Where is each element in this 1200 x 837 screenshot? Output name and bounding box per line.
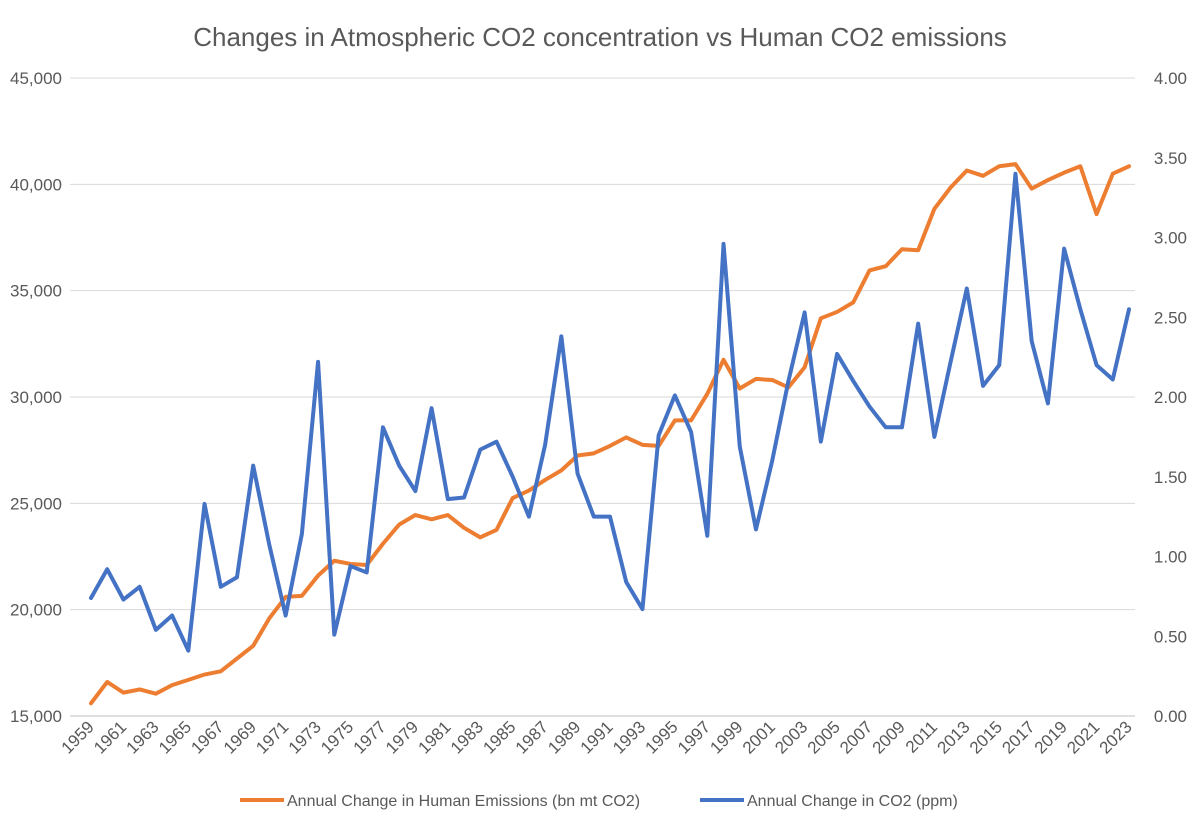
- x-tick-label: 2001: [739, 717, 779, 757]
- chart-title: Changes in Atmospheric CO2 concentration…: [193, 22, 1007, 52]
- right-tick-label: 2.50: [1154, 308, 1187, 327]
- legend-label-emissions: Annual Change in Human Emissions (bn mt …: [287, 793, 640, 810]
- right-tick-label: 3.50: [1154, 149, 1187, 168]
- left-tick-label: 25,000: [10, 494, 62, 513]
- x-tick-label: 1983: [447, 717, 487, 757]
- right-tick-label: 0.00: [1154, 707, 1187, 726]
- x-tick-label: 2005: [804, 717, 844, 757]
- right-tick-label: 2.00: [1154, 388, 1187, 407]
- x-tick-label: 1975: [317, 717, 357, 757]
- x-axis-ticks: 1959196119631965196719691971197319751977…: [58, 717, 1136, 757]
- x-tick-label: 1981: [414, 717, 454, 757]
- left-tick-label: 40,000: [10, 175, 62, 194]
- x-tick-label: 1987: [512, 717, 552, 757]
- series-line-co2: [89, 171, 1131, 653]
- legend: Annual Change in Human Emissions (bn mt …: [240, 793, 958, 810]
- x-tick-label: 1965: [155, 717, 195, 757]
- left-tick-label: 35,000: [10, 282, 62, 301]
- x-tick-label: 1997: [674, 717, 714, 757]
- right-tick-label: 4.00: [1154, 69, 1187, 88]
- x-tick-label: 1999: [706, 717, 746, 757]
- x-tick-label: 1985: [479, 717, 519, 757]
- x-tick-label: 1979: [382, 717, 422, 757]
- x-tick-label: 2013: [933, 717, 973, 757]
- x-tick-label: 1963: [123, 717, 163, 757]
- series-lines: [89, 162, 1131, 706]
- left-tick-label: 30,000: [10, 388, 62, 407]
- x-tick-label: 1991: [577, 717, 617, 757]
- x-tick-label: 2011: [902, 717, 941, 756]
- x-tick-label: 2003: [771, 717, 811, 757]
- left-tick-label: 15,000: [10, 707, 62, 726]
- left-tick-label: 20,000: [10, 601, 62, 620]
- right-tick-label: 3.00: [1154, 229, 1187, 248]
- right-axis-ticks: 0.00 0.50 1.00 1.50 2.00 2.50 3.00 3.50 4.00: [1154, 69, 1187, 726]
- x-tick-label: 1969: [220, 717, 260, 757]
- x-tick-label: 2015: [966, 717, 1006, 757]
- x-tick-label: 2023: [1096, 717, 1136, 757]
- x-tick-label: 1967: [187, 717, 227, 757]
- right-tick-label: 0.50: [1154, 627, 1187, 646]
- x-tick-label: 1995: [642, 717, 682, 757]
- left-tick-label: 45,000: [10, 69, 62, 88]
- x-tick-label: 2007: [836, 717, 876, 757]
- x-tick-label: 1973: [285, 717, 325, 757]
- x-tick-label: 1993: [609, 717, 649, 757]
- x-tick-label: 2017: [998, 717, 1038, 757]
- x-tick-label: 2021: [1063, 717, 1103, 757]
- left-axis-ticks: 15,000 20,000 25,000 30,000 35,000 40,000 45,0…: [10, 69, 62, 726]
- x-tick-label: 2019: [1031, 717, 1071, 757]
- x-tick-label: 2009: [869, 717, 909, 757]
- x-tick-label: 1989: [544, 717, 584, 757]
- x-tick-label: 1977: [350, 717, 390, 757]
- x-tick-label: 1959: [58, 717, 98, 757]
- x-tick-label: 1961: [90, 717, 130, 757]
- legend-label-co2: Annual Change in CO2 (ppm): [747, 793, 958, 810]
- right-tick-label: 1.50: [1154, 468, 1187, 487]
- series-line-emissions: [89, 162, 1131, 706]
- x-tick-label: 1971: [252, 717, 292, 757]
- right-tick-label: 1.00: [1154, 548, 1187, 567]
